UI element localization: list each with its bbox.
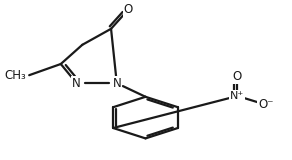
Text: O: O xyxy=(233,70,242,83)
Text: CH₃: CH₃ xyxy=(5,69,26,82)
Text: N⁺: N⁺ xyxy=(230,91,245,101)
Text: O⁻: O⁻ xyxy=(258,98,274,111)
Text: N: N xyxy=(72,77,81,90)
Text: O: O xyxy=(124,3,133,16)
Text: N: N xyxy=(112,77,121,90)
